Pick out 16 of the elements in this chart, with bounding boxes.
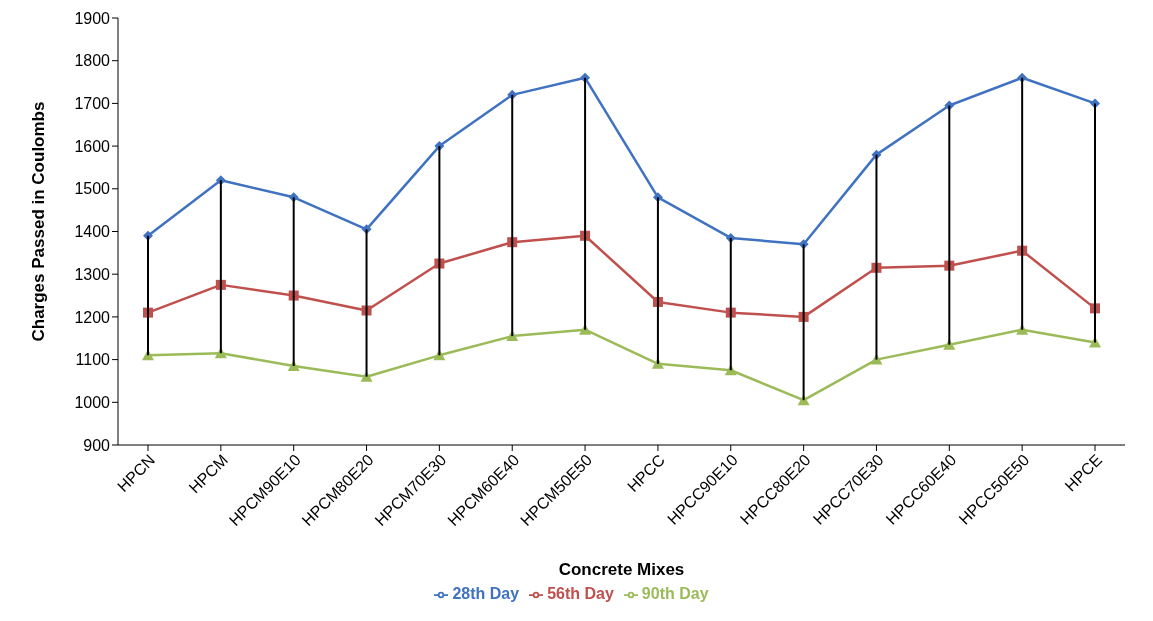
y-axis-title: Charges Passed in Coulombs — [29, 101, 49, 342]
y-tick-label: 1300 — [74, 265, 111, 283]
y-tick-label: 1500 — [74, 180, 111, 198]
y-tick-label: 1200 — [74, 308, 111, 326]
y-tick-label: 1100 — [75, 351, 111, 369]
x-axis-title: Concrete Mixes — [558, 560, 685, 579]
y-tick-label: 1400 — [74, 223, 111, 241]
legend-label: 28th Day — [452, 585, 520, 602]
y-tick-label: 1000 — [74, 393, 111, 411]
legend-label: 56th Day — [547, 585, 614, 602]
y-tick-label: 1800 — [74, 52, 111, 70]
legend-label: 90th Day — [641, 585, 709, 602]
y-tick-label: 1700 — [74, 95, 111, 113]
y-tick-label: 1900 — [74, 9, 111, 27]
y-tick-label: 1600 — [74, 137, 111, 155]
y-tick-label: 900 — [83, 436, 111, 454]
